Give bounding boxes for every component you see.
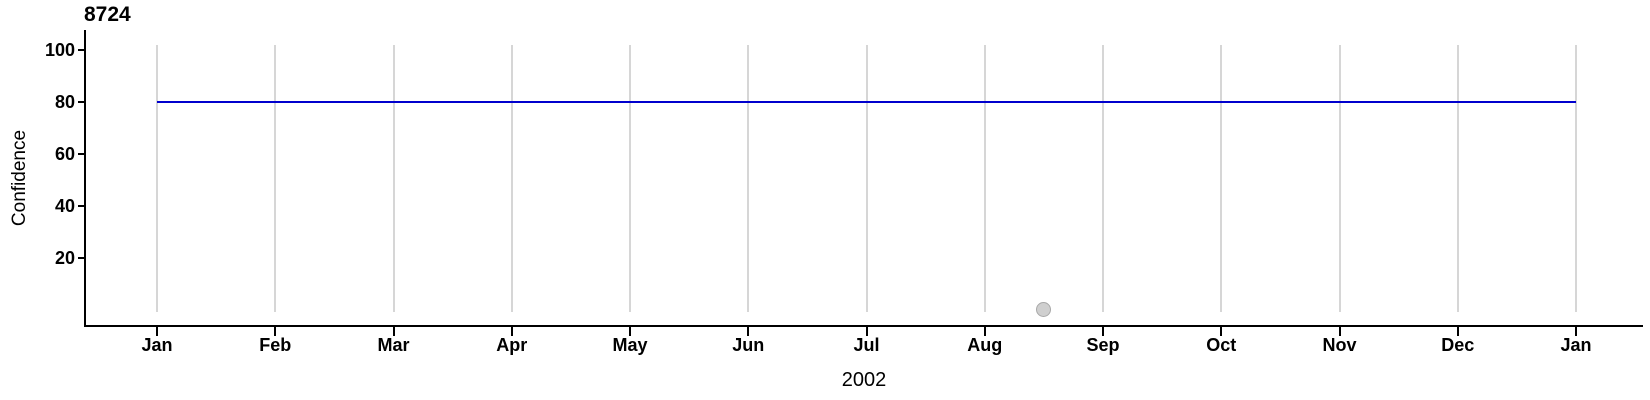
month-gridline (1338, 45, 1341, 312)
x-axis-tick (1456, 327, 1459, 336)
y-tick-label: 20 (54, 248, 75, 268)
x-tick-label: Apr (496, 335, 528, 355)
y-tick-label: 40 (54, 196, 75, 216)
x-axis-tick (865, 327, 868, 336)
month-gridline (983, 45, 986, 312)
confidence-level-line (157, 101, 1576, 103)
x-axis-tick (1220, 327, 1223, 336)
month-gridline (510, 45, 513, 312)
month-gridline (274, 45, 277, 312)
x-tick-label: Jun (732, 335, 765, 355)
x-tick-label: Dec (1441, 335, 1475, 355)
y-tick-label: 60 (54, 144, 75, 164)
x-axis-tick (1338, 327, 1341, 336)
x-axis-tick (1102, 327, 1104, 336)
y-axis-tick (78, 205, 86, 207)
x-axis-tick (392, 327, 395, 336)
month-gridline (865, 45, 868, 312)
x-axis-tick (983, 327, 986, 336)
x-axis-tick (274, 327, 277, 336)
y-axis-tick (78, 153, 86, 155)
chart-title: 8724 (84, 3, 131, 26)
x-axis-tick (629, 327, 631, 336)
month-gridline (1220, 45, 1223, 312)
y-tick-label: 80 (54, 92, 75, 112)
x-tick-label: Sep (1086, 335, 1120, 355)
x-tick-label: May (612, 335, 648, 355)
x-tick-label: Aug (967, 335, 1003, 355)
plot-area: Jan Feb Mar Apr May Jun Jul Aug Sep Oct Nov Dec Jan 2… (45, 30, 1643, 354)
month-gridline (392, 45, 395, 312)
x-axis-tick (510, 327, 513, 336)
y-axis-tick (78, 49, 86, 51)
x-tick-label: Oct (1206, 335, 1237, 355)
x-tick-label: Jan (141, 335, 173, 355)
x-tick-label: Mar (377, 335, 410, 355)
y-tick-label: 100 (44, 40, 75, 60)
month-gridline (156, 45, 158, 312)
month-gridline (747, 45, 750, 312)
y-axis-title: Confidence (9, 129, 30, 227)
y-axis-tick (78, 101, 86, 103)
x-axis-tick (156, 327, 158, 336)
x-axis-tick (1575, 327, 1577, 336)
y-axis-tick (78, 257, 86, 259)
month-gridline (1456, 45, 1459, 312)
x-tick-label: Feb (259, 335, 292, 355)
x-axis-title: 2002 (841, 369, 887, 391)
month-gridline (1575, 45, 1577, 312)
observation-dot (1035, 302, 1051, 317)
x-tick-label: Nov (1322, 335, 1357, 355)
x-tick-label: Jul (853, 335, 880, 355)
x-tick-label: Jan (1560, 335, 1592, 355)
month-gridline (629, 45, 631, 312)
x-axis-tick (747, 327, 750, 336)
month-gridline (1102, 45, 1104, 312)
